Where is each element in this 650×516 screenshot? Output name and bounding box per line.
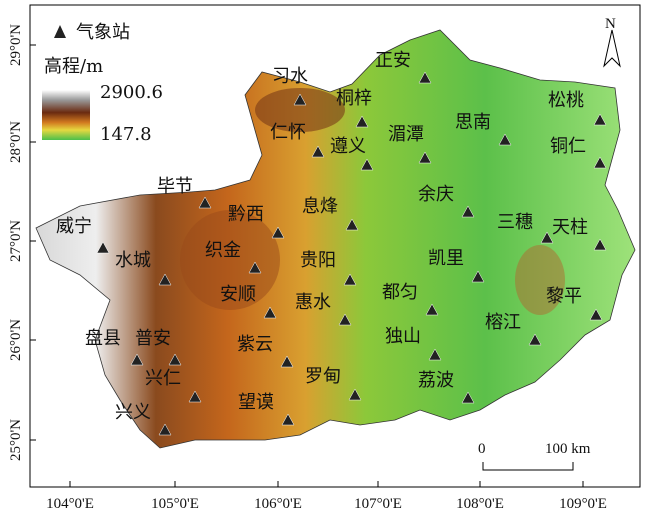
station [418,151,432,164]
legend-min: 147.8 [100,124,152,145]
lon-label: 108°0'E [456,496,504,512]
station [540,231,554,244]
scale-start: 0 [478,441,486,457]
station-label: 都匀 [382,282,418,303]
station-label: 紫云 [237,334,273,355]
lat-label: 29°0'N [8,24,24,66]
lon-label: 105°0'E [151,496,199,512]
station [461,391,475,404]
station-label: 息烽 [302,196,338,217]
station-label: 望谟 [238,392,274,413]
station [280,355,294,368]
station-label: 凯里 [428,248,464,269]
scale-end: 100 km [545,441,591,457]
station-label: 普安 [135,328,171,349]
station-label: 安顺 [220,284,256,305]
lon-label: 109°0'E [559,496,607,512]
station [593,156,607,169]
station-label: 思南 [455,112,491,133]
station-label: 毕节 [157,176,193,197]
station-label: 正安 [375,50,411,71]
station-label: 天柱 [552,217,588,238]
terrain-patch [515,245,565,315]
station [589,308,603,321]
north-label: N [605,16,616,32]
station [188,390,202,403]
legend-station: 气象站 [76,22,130,43]
station [96,241,110,254]
station [418,71,432,84]
station-label: 威宁 [56,216,92,237]
station [360,158,374,171]
station [281,413,295,426]
station [271,226,285,239]
station [345,218,359,231]
station [248,261,262,274]
station [355,115,369,128]
station-label: 黎平 [546,286,582,307]
station [198,196,212,209]
legend-bar [42,90,90,140]
station-label: 黔西 [228,204,264,225]
station [130,353,144,366]
lat-label: 26°0'N [8,319,24,361]
station-label: 兴仁 [145,368,181,389]
scale-bar [482,462,574,471]
station [593,238,607,251]
station-label: 荔波 [418,370,454,391]
legend-symbol [54,25,66,38]
station [471,270,485,283]
terrain-patch [180,210,280,310]
lon-label: 104°0'E [46,496,94,512]
north-arrow [603,29,621,68]
province [35,29,636,449]
station-label: 独山 [385,326,421,347]
station [593,113,607,126]
station [293,93,307,106]
station [461,205,475,218]
station [425,303,439,316]
station-label: 水城 [115,250,151,271]
station-label: 织金 [205,240,241,261]
station-label: 桐梓 [336,88,372,109]
station-label: 遵义 [330,136,366,157]
legend-title: 高程/m [44,56,103,77]
station-label: 松桃 [548,90,584,111]
station [158,273,172,286]
lat-label: 28°0'N [8,121,24,163]
lon-label: 107°0'E [354,496,402,512]
station-label: 湄潭 [388,124,424,145]
station [263,306,277,319]
lat-label: 27°0'N [8,220,24,262]
station-label: 习水 [272,66,308,87]
station-label: 兴义 [115,402,151,423]
station-label: 三穗 [497,212,533,233]
lon-label: 106°0'E [254,496,302,512]
station [311,145,325,158]
station-label: 贵阳 [300,250,336,271]
station [498,133,512,146]
station [338,313,352,326]
station [343,273,357,286]
station-label: 余庆 [418,184,454,205]
station-label: 仁怀 [270,122,306,143]
station [348,388,362,401]
station [158,423,172,436]
station [528,333,542,346]
legend-max: 2900.6 [100,82,163,103]
station-label: 盘县 [85,328,121,349]
station [428,348,442,361]
station [168,353,182,366]
station-label: 榕江 [485,312,521,333]
station-label: 惠水 [295,292,331,313]
lat-label: 25°0'N [8,419,24,461]
station-label: 铜仁 [550,136,586,157]
terrain-patch [255,88,345,132]
station-label: 罗甸 [305,366,341,387]
